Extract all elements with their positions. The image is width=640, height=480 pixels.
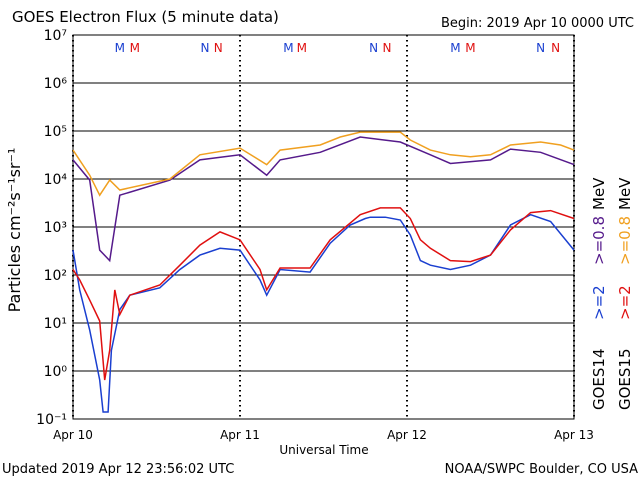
y-tick-label: 10² bbox=[44, 268, 67, 284]
footer-left: Updated 2019 Apr 12 23:56:02 UTC bbox=[2, 462, 234, 477]
legend-entry: GOES14 bbox=[590, 348, 608, 410]
legend-entry: >=2 bbox=[590, 285, 608, 320]
satellite-marker: N bbox=[536, 41, 545, 55]
y-axis-label: Particles cm⁻²s⁻¹sr⁻¹ bbox=[5, 148, 24, 313]
x-tick-label: Apr 11 bbox=[220, 428, 260, 442]
legend-entry: GOES15 bbox=[616, 348, 634, 410]
satellite-marker: N bbox=[214, 41, 223, 55]
x-tick-label: Apr 12 bbox=[387, 428, 427, 442]
plot-frame bbox=[72, 34, 575, 420]
y-tick-label: 10¹ bbox=[44, 316, 67, 332]
x-axis-label: Universal Time bbox=[279, 443, 368, 457]
series-line bbox=[72, 207, 575, 381]
y-tick-label: 10⁴ bbox=[44, 172, 68, 188]
chart-subtitle: Begin: 2019 Apr 10 0000 UTC bbox=[441, 16, 634, 31]
satellite-marker: M bbox=[130, 41, 140, 55]
legend-entry: >=0.8 bbox=[616, 216, 634, 265]
y-tick-label: 10⁶ bbox=[44, 76, 68, 92]
y-tick-label: 10⁻¹ bbox=[36, 412, 67, 428]
chart-title: GOES Electron Flux (5 minute data) bbox=[12, 8, 279, 26]
y-tick-label: 10⁷ bbox=[44, 28, 67, 44]
legend-entry: MeV bbox=[616, 177, 634, 210]
satellite-marker: M bbox=[297, 41, 307, 55]
satellite-marker: M bbox=[115, 41, 125, 55]
legend-entry: >=0.8 bbox=[590, 216, 608, 265]
series-line bbox=[72, 131, 575, 197]
legend-entry: >=2 bbox=[616, 285, 634, 320]
legend-entry: MeV bbox=[590, 177, 608, 210]
x-tick-label: Apr 10 bbox=[53, 428, 93, 442]
y-tick-label: 10⁵ bbox=[44, 124, 67, 140]
satellite-marker: N bbox=[369, 41, 378, 55]
x-tick-label: Apr 13 bbox=[554, 428, 594, 442]
y-tick-label: 10⁰ bbox=[44, 364, 68, 380]
satellite-marker: M bbox=[283, 41, 293, 55]
footer-right: NOAA/SWPC Boulder, CO USA bbox=[445, 462, 638, 477]
series-line bbox=[72, 136, 575, 263]
satellite-marker: M bbox=[450, 41, 460, 55]
satellite-marker: N bbox=[551, 41, 560, 55]
satellite-marker: N bbox=[200, 41, 209, 55]
satellite-marker: M bbox=[465, 41, 475, 55]
series-line bbox=[72, 213, 575, 413]
y-tick-label: 10³ bbox=[44, 220, 67, 236]
satellite-marker: N bbox=[382, 41, 391, 55]
